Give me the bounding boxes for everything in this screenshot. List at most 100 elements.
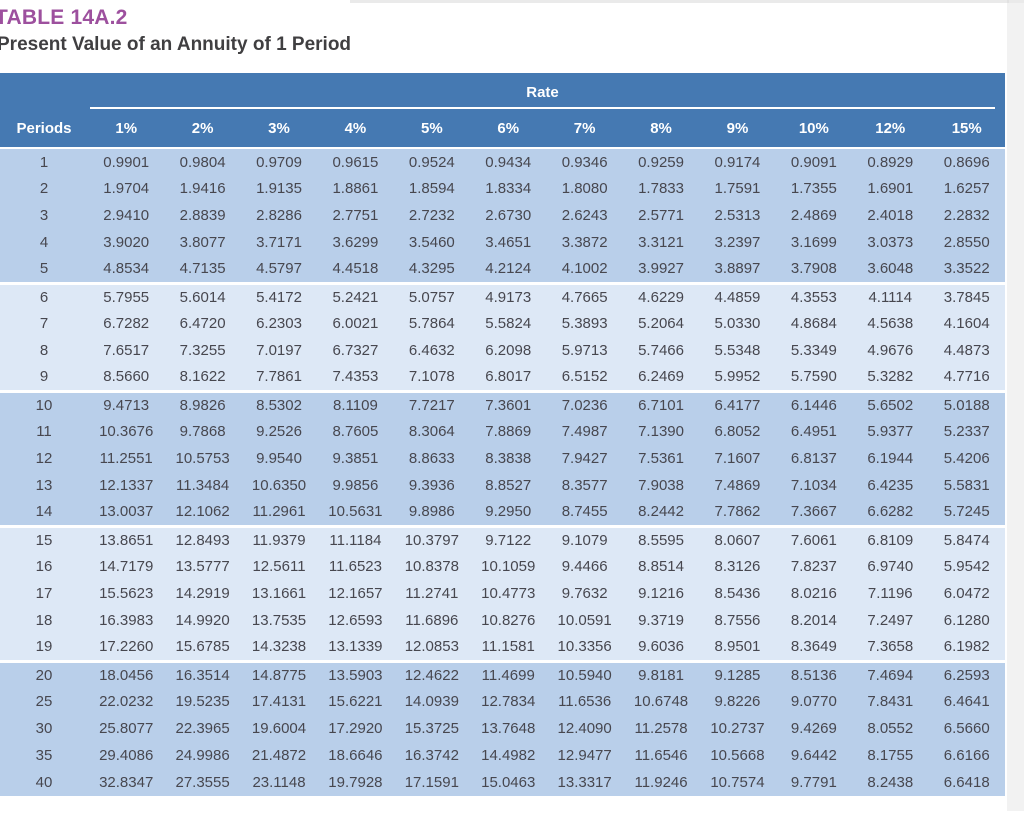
value-cell: 9.7791 bbox=[775, 769, 853, 796]
value-cell: 9.9540 bbox=[240, 445, 318, 472]
value-cell: 22.3965 bbox=[164, 715, 241, 742]
value-cell: 9.9856 bbox=[317, 472, 394, 499]
period-cell: 9 bbox=[0, 364, 88, 391]
value-cell: 5.3349 bbox=[775, 337, 853, 364]
value-cell: 19.5235 bbox=[164, 688, 241, 715]
value-cell: 1.8861 bbox=[317, 175, 394, 202]
period-cell: 2 bbox=[0, 175, 88, 202]
value-cell: 3.3121 bbox=[622, 229, 700, 256]
value-cell: 18.6646 bbox=[317, 742, 394, 769]
table-row: 5 4.8534 4.7135 4.5797 4.4518 4.3295 4.2124 4.… bbox=[0, 256, 1005, 283]
value-cell: 5.7955 bbox=[88, 281, 165, 310]
value-cell: 7.9427 bbox=[546, 445, 623, 472]
value-cell: 8.2014 bbox=[775, 607, 853, 634]
value-cell: 12.0853 bbox=[393, 634, 471, 661]
period-cell: 35 bbox=[0, 742, 88, 769]
value-cell: 3.3872 bbox=[546, 229, 623, 256]
value-cell: 10.8378 bbox=[393, 553, 471, 580]
table-body: 1 0.9901 0.9804 0.9709 0.9615 0.9524 0.9434 0.… bbox=[0, 147, 1005, 796]
value-cell: 10.5631 bbox=[317, 499, 394, 526]
value-cell: 4.3295 bbox=[393, 256, 471, 283]
value-cell: 0.9615 bbox=[317, 147, 394, 175]
value-cell: 2.7751 bbox=[317, 202, 394, 229]
value-cell: 8.2438 bbox=[852, 769, 929, 796]
value-cell: 14.0939 bbox=[393, 688, 471, 715]
value-cell: 7.1196 bbox=[852, 580, 929, 607]
value-cell: 5.0188 bbox=[928, 389, 1005, 418]
value-cell: 2.8286 bbox=[240, 202, 318, 229]
value-cell: 12.1337 bbox=[88, 472, 165, 499]
value-cell: 8.5436 bbox=[699, 580, 776, 607]
value-cell: 12.7834 bbox=[470, 688, 547, 715]
period-cell: 3 bbox=[0, 202, 88, 229]
value-cell: 4.4873 bbox=[928, 337, 1005, 364]
value-cell: 9.6036 bbox=[622, 634, 700, 661]
value-cell: 6.4632 bbox=[393, 337, 471, 364]
period-cell: 14 bbox=[0, 499, 88, 526]
value-cell: 10.6748 bbox=[622, 688, 700, 715]
value-cell: 9.1079 bbox=[546, 524, 623, 553]
value-cell: 0.9524 bbox=[393, 147, 471, 175]
value-cell: 1.9416 bbox=[164, 175, 241, 202]
value-cell: 5.8474 bbox=[928, 524, 1005, 553]
value-cell: 8.3577 bbox=[546, 472, 623, 499]
value-cell: 6.2098 bbox=[470, 337, 547, 364]
value-cell: 6.4641 bbox=[928, 688, 1005, 715]
value-cell: 7.7217 bbox=[393, 389, 471, 418]
table-label: TABLE 14A.2 bbox=[0, 6, 128, 29]
value-cell: 3.8077 bbox=[164, 229, 241, 256]
value-cell: 9.4269 bbox=[775, 715, 853, 742]
value-cell: 3.2397 bbox=[699, 229, 776, 256]
value-cell: 3.7908 bbox=[775, 256, 853, 283]
table-row: 12 11.2551 10.5753 9.9540 9.3851 8.8633 8.383… bbox=[0, 445, 1005, 472]
value-cell: 5.0330 bbox=[699, 310, 776, 337]
rate-label: Rate bbox=[90, 84, 995, 109]
table-row: 2 1.9704 1.9416 1.9135 1.8861 1.8594 1.8334 1.… bbox=[0, 175, 1005, 202]
value-cell: 4.1604 bbox=[928, 310, 1005, 337]
value-cell: 1.7355 bbox=[775, 175, 853, 202]
value-cell: 11.2741 bbox=[393, 580, 471, 607]
rate-column-header: 3% bbox=[240, 109, 318, 148]
value-cell: 7.4987 bbox=[546, 418, 623, 445]
value-cell: 3.7171 bbox=[240, 229, 318, 256]
table-row: 9 8.5660 8.1622 7.7861 7.4353 7.1078 6.8017 6.… bbox=[0, 364, 1005, 391]
value-cell: 9.8226 bbox=[699, 688, 776, 715]
value-cell: 13.8651 bbox=[88, 524, 165, 553]
rate-column-header: 9% bbox=[699, 109, 776, 148]
rate-header-row: Rate bbox=[0, 73, 1005, 109]
value-cell: 7.1034 bbox=[775, 472, 853, 499]
value-cell: 4.7135 bbox=[164, 256, 241, 283]
value-cell: 11.6536 bbox=[546, 688, 623, 715]
value-cell: 2.5313 bbox=[699, 202, 776, 229]
period-cell: 8 bbox=[0, 337, 88, 364]
value-cell: 9.7122 bbox=[470, 524, 547, 553]
value-cell: 18.0456 bbox=[88, 659, 165, 688]
value-cell: 0.9174 bbox=[699, 147, 776, 175]
value-cell: 15.6221 bbox=[317, 688, 394, 715]
page-right-margin bbox=[1007, 3, 1024, 811]
value-cell: 5.5831 bbox=[928, 472, 1005, 499]
value-cell: 16.3514 bbox=[164, 659, 241, 688]
value-cell: 4.4859 bbox=[699, 281, 776, 310]
value-cell: 32.8347 bbox=[88, 769, 165, 796]
value-cell: 11.6896 bbox=[393, 607, 471, 634]
value-cell: 6.1280 bbox=[928, 607, 1005, 634]
value-cell: 10.6350 bbox=[240, 472, 318, 499]
value-cell: 5.9542 bbox=[928, 553, 1005, 580]
value-cell: 6.7327 bbox=[317, 337, 394, 364]
value-cell: 0.9259 bbox=[622, 147, 700, 175]
value-cell: 7.1607 bbox=[699, 445, 776, 472]
value-cell: 27.3555 bbox=[164, 769, 241, 796]
rate-span-header: Rate bbox=[88, 73, 1005, 109]
period-cell: 7 bbox=[0, 310, 88, 337]
value-cell: 8.1109 bbox=[317, 389, 394, 418]
value-cell: 7.0197 bbox=[240, 337, 318, 364]
value-cell: 0.9434 bbox=[470, 147, 547, 175]
value-cell: 9.1216 bbox=[622, 580, 700, 607]
value-cell: 16.3983 bbox=[88, 607, 165, 634]
value-cell: 6.1982 bbox=[928, 634, 1005, 661]
value-cell: 14.9920 bbox=[164, 607, 241, 634]
value-cell: 8.3064 bbox=[393, 418, 471, 445]
value-cell: 5.9952 bbox=[699, 364, 776, 391]
value-cell: 4.9173 bbox=[470, 281, 547, 310]
